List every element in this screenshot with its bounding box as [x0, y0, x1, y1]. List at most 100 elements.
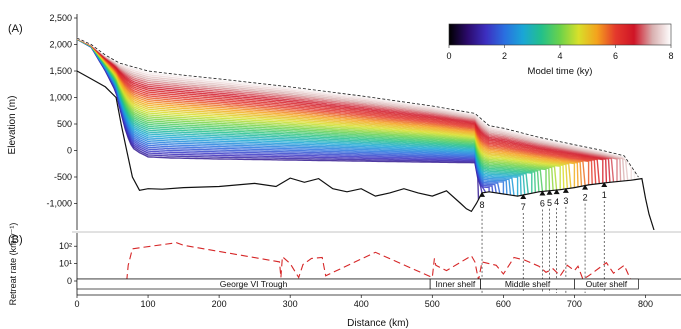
grounding-line-label: 7: [521, 202, 526, 212]
grounding-line-marker: [562, 187, 569, 193]
grounding-line-label: 3: [563, 196, 568, 206]
y-axis-b: 10² 10¹ 0: [59, 233, 78, 295]
shelf-region-label: Outer shelf: [586, 279, 628, 289]
ice-surface-snapshot: [77, 38, 505, 194]
ice-surface-snapshot: [77, 37, 590, 185]
retreat-rate-series: [126, 242, 632, 282]
colorbar-tick-label: 4: [557, 51, 562, 61]
grounding-line-marker: [539, 190, 546, 196]
initial-ice-surface: [77, 37, 639, 178]
panel-a-label: (A): [8, 23, 23, 35]
ice-surface-snapshot: [77, 38, 547, 192]
x-tick-label: 400: [354, 299, 369, 309]
y-tick-label: 0: [67, 146, 72, 156]
grounding-line-marker: [601, 182, 608, 188]
ice-surface-snapshot: [77, 38, 512, 196]
y-tick-label-b: 0: [67, 276, 72, 286]
y-tick-label: 500: [57, 119, 72, 129]
panel-b-label: (B): [8, 234, 23, 246]
shelf-region-label: Middle shelf: [505, 279, 551, 289]
ice-surface-snapshot: [77, 37, 579, 187]
colorbar-swatch: [448, 23, 672, 46]
ice-surface-snapshot: [77, 37, 632, 181]
x-tick-label: 600: [496, 299, 511, 309]
ice-surface-snapshot: [77, 38, 497, 194]
y-axis-label-b: Retreat rate (km y⁻¹): [8, 223, 18, 306]
x-tick-label: 0: [74, 299, 79, 309]
y-tick-label: -500: [54, 172, 72, 182]
ice-surface-snapshot: [77, 38, 551, 191]
ice-surface-snapshot: [77, 37, 611, 183]
grounding-line-label: 2: [583, 193, 588, 203]
ice-surface-snapshot: [77, 38, 536, 193]
y-tick-label: -1,000: [46, 199, 72, 209]
x-axis-label: Distance (km): [347, 318, 409, 329]
ice-surface-snapshot: [77, 38, 533, 194]
y-tick-label: 1,000: [49, 93, 72, 103]
grounding-line-label: 8: [480, 200, 485, 210]
grounding-line-marker: [582, 184, 589, 190]
ice-surface-snapshot: [77, 37, 615, 182]
ice-surface-snapshot: [77, 38, 501, 194]
colorbar-ticks: 0 2 4 6 8: [446, 45, 674, 61]
ice-surface-snapshot: [77, 37, 604, 184]
x-tick-label: 500: [425, 299, 440, 309]
y-tick-label: 1,500: [49, 66, 72, 76]
ice-surface-snapshot: [77, 38, 540, 192]
ice-surface-snapshot: [77, 37, 622, 182]
ice-surface-snapshot: [77, 37, 608, 183]
ice-surface-snapshot: [77, 37, 565, 190]
grounding-line-marker: [553, 189, 560, 195]
x-tick-label: 700: [567, 299, 582, 309]
grounding-line-label: 6: [540, 198, 545, 208]
x-tick-label: 100: [141, 299, 156, 309]
grounding-line-label: 4: [554, 197, 559, 207]
ice-surface-snapshot: [77, 38, 487, 193]
ice-surface-snapshot: [77, 37, 636, 180]
colorbar-title: Model time (ky): [528, 66, 593, 77]
ice-surface-snapshot: [77, 38, 561, 190]
ice-surface-snapshot: [77, 38, 544, 192]
grounding-line-label: 1: [602, 190, 607, 200]
ice-surface-snapshot: [77, 37, 618, 182]
colorbar-tick-label: 6: [613, 51, 618, 61]
x-tick-label: 300: [283, 299, 298, 309]
grounding-line-marker: [546, 189, 553, 195]
y-tick-label-b: 10¹: [59, 259, 72, 269]
ice-surface-snapshot: [77, 37, 600, 184]
bed-profile: [77, 70, 655, 230]
colorbar-tick-label: 8: [668, 51, 673, 61]
ice-surface-snapshot: [77, 38, 519, 197]
ice-surface-snapshot: [77, 38, 480, 200]
colorbar: 0 2 4 6 8 Model time (ky): [446, 23, 674, 77]
ice-surface-snapshot: [77, 37, 593, 185]
grounding-line-marker: [520, 193, 527, 199]
ice-surface-snapshot: [77, 38, 483, 194]
elevation-plot: [77, 37, 655, 230]
x-tick-label: 200: [212, 299, 227, 309]
ice-surface-snapshot: [77, 37, 572, 189]
y-tick-label: 2,500: [49, 13, 72, 23]
ice-surface-snapshot: [77, 38, 515, 196]
shelf-regions: George VI Trough Inner shelf Middle shelf O…: [76, 278, 681, 290]
shelf-region-label: Inner shelf: [436, 279, 476, 289]
ice-surface-snapshot: [77, 38, 526, 195]
ice-surface-snapshot: [77, 38, 529, 195]
ice-surface-snapshots: [77, 37, 640, 200]
colorbar-tick-label: 0: [446, 51, 451, 61]
y-axis-a: 2,500 2,000 1,500 1,000 500 0 -500 -1,000: [46, 13, 78, 230]
ice-surface-snapshot: [77, 38, 494, 193]
ice-surface-snapshot: [77, 37, 568, 189]
ice-surface-snapshot: [77, 38, 490, 192]
x-tick-label: 800: [638, 299, 653, 309]
ice-surface-snapshot: [77, 37, 586, 186]
ice-surface-snapshot: [77, 37, 597, 185]
y-tick-label: 2,000: [49, 40, 72, 50]
shelf-region: [574, 278, 639, 290]
ice-surface-snapshot: [77, 37, 583, 187]
colorbar-tick-label: 2: [502, 51, 507, 61]
shelf-region-label: George VI Trough: [220, 279, 288, 289]
y-tick-label-b: 10²: [59, 241, 72, 251]
ice-surface-snapshot: [77, 37, 629, 181]
